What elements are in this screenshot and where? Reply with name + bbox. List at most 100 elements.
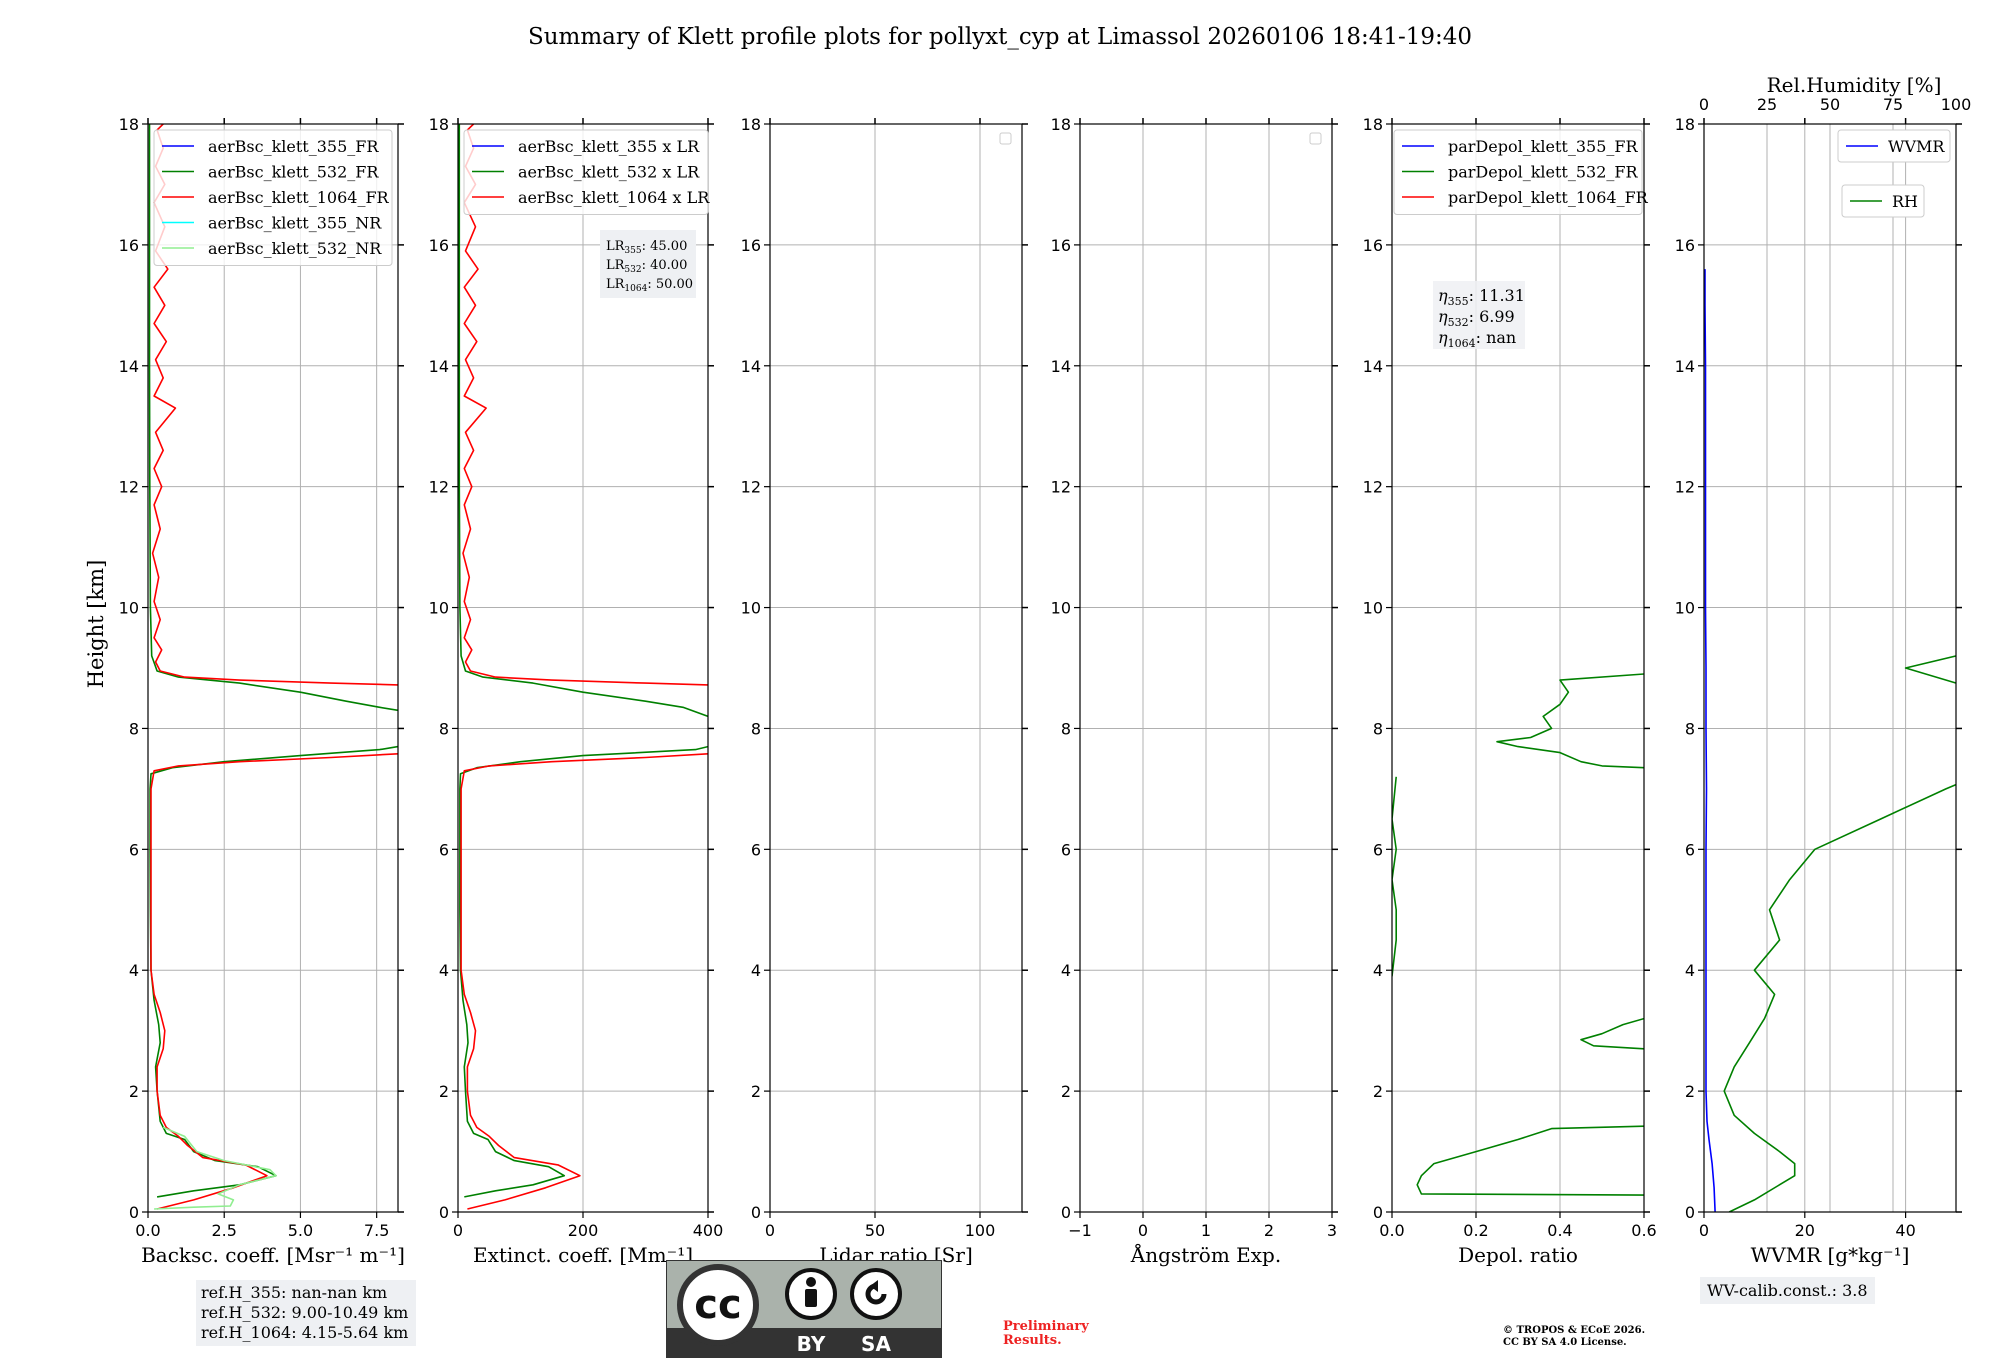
ytick-label: 8 [439,719,449,738]
lidar-ratio-box [600,230,696,298]
xtick-label: 0 [765,1221,775,1240]
ytick-label: 4 [751,961,761,980]
legend-label-0: WVMR [1888,137,1945,156]
cc-icon-text: cc [694,1282,741,1328]
lr-colon: : [642,258,651,273]
rh-tick-label: 100 [1941,95,1972,114]
ytick-label: 2 [1061,1082,1071,1101]
legend-label-0: parDepol_klett_355_FR [1448,137,1639,156]
lr-value: 40.00 [650,258,687,273]
xtick-label: 0 [1138,1221,1148,1240]
eta-colon: : [1476,328,1486,347]
xtick-label: 0.6 [1631,1221,1656,1240]
series-group [1704,269,1956,1212]
series-aerbsc-klett-532-x-lr-cirrus [458,124,708,718]
legend-box-1 [1841,184,1925,218]
legend-label-0: aerBsc_klett_355 x LR [518,137,700,156]
eta-sub: 1064 [1448,337,1476,350]
legend-label-2: aerBsc_klett_1064 x LR [518,188,710,207]
series-pardepol-klett-532-fr-low [1392,776,1397,977]
ytick-label: 10 [1675,599,1695,618]
ytick-label: 14 [741,357,761,376]
lidar-ratio-532: LR532: 40.00 [606,258,687,275]
rh-tick-label: 25 [1757,95,1777,114]
ytick-label: 6 [1373,840,1383,859]
ytick-label: 0 [1061,1203,1071,1222]
ytick-label: 16 [119,236,139,255]
eta-symbol: η [1438,328,1448,347]
panel-depol: 0 2 4 6 8 10 12 14 16 18 0.0 0.2 0.4 0.6 Depol. ratio p… [1363,115,1657,1267]
ytick-label: 12 [119,478,139,497]
series-group [148,124,398,1210]
lidar-ratio-1064: LR1064: 50.00 [606,277,693,294]
xtick-label: 2 [1264,1221,1274,1240]
xtick-label: 100 [965,1221,996,1240]
xtick-label: 1 [1201,1221,1211,1240]
eta-box [1433,281,1525,349]
legend-label-2: aerBsc_klett_1064_FR [208,188,390,207]
ytick-label: 10 [1051,599,1071,618]
ytick-label: 16 [429,236,449,255]
eta-532: η532: 6.99 [1438,307,1515,329]
lr-value: 50.00 [656,277,693,292]
series-pardepol-klett-532-fr-cirrus [1496,673,1644,769]
series-group [458,124,708,1210]
cc-icon [677,1264,759,1346]
ytick-label: 14 [1051,357,1071,376]
legend-label-2: parDepol_klett_1064_FR [1448,188,1649,207]
legend-label-1: RH [1892,192,1918,211]
lr-colon: : [642,239,651,254]
legend-label-3: aerBsc_klett_355_NR [208,214,382,233]
preliminary-line-1: Preliminary [1003,1319,1089,1334]
panel-frame [769,123,1023,1213]
figure-title: Summary of Klett profile plots for polly… [528,24,1472,50]
ref-height-355: ref.H_355: nan-nan km [201,1283,388,1302]
ytick-label: 6 [129,840,139,859]
ytick-label: 12 [1051,478,1071,497]
ytick-label: 4 [1685,961,1695,980]
xtick-label: 0.2 [1463,1221,1488,1240]
series-aerbsc-klett-532-nr [154,1126,277,1210]
ytick-label: 4 [129,961,139,980]
eta-symbol: η [1438,307,1448,326]
share-alike-icon [850,1268,902,1320]
ytick-label: 6 [439,840,449,859]
legend-box [1393,129,1643,215]
eta-colon: : [1469,307,1479,326]
series-group [1392,673,1644,1196]
ytick-label: 14 [1363,357,1383,376]
ref-height-532: ref.H_532: 9.00-10.49 km [201,1303,409,1322]
eta-sub: 355 [1448,295,1469,308]
ytick-label: 8 [751,719,761,738]
ytick-label: 16 [1363,236,1383,255]
ytick-label: 18 [119,115,139,134]
xtick-label: 200 [568,1221,599,1240]
xtick-label: 2.5 [211,1221,236,1240]
eta-value: 6.99 [1479,307,1515,326]
ytick-label: 2 [1685,1082,1695,1101]
copyright-line-1: © TROPOS & ECoE 2026. [1503,1325,1646,1336]
ytick-label: 8 [1373,719,1383,738]
series-aerbsc-klett-1064-x-lr [460,753,708,1210]
xtick-label: 400 [693,1221,724,1240]
lr-symbol: LR [606,239,626,254]
lr-value: 45.00 [650,239,687,254]
rh-tick-label: 75 [1883,95,1903,114]
ytick-label: 10 [429,599,449,618]
reference-heights-box: ref.H_355: nan-nan km ref.H_532: 9.00-10… [196,1280,416,1346]
xtick-label: 40 [1895,1221,1915,1240]
ytick-label: 2 [129,1082,139,1101]
series-pardepol-klett-532-fr [1416,1125,1644,1196]
eta-355: η355: 11.31 [1438,286,1525,308]
ytick-label: 0 [439,1203,449,1222]
ytick-label: 6 [1685,840,1695,859]
ytick-label: 0 [1373,1203,1383,1222]
xtick-label: 0.0 [1379,1221,1404,1240]
ytick-label: 2 [439,1082,449,1101]
xtick-label: −1 [1068,1221,1092,1240]
